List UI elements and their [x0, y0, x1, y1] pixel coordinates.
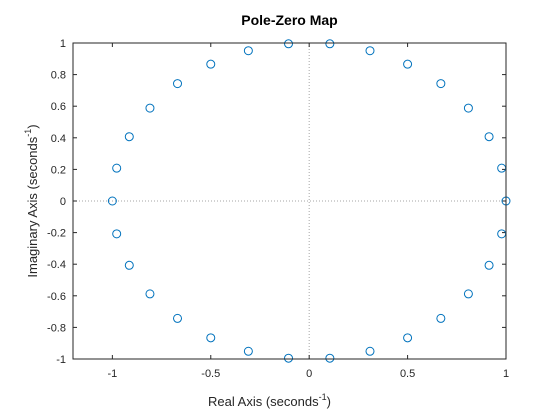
y-tick-label: 0.6: [51, 101, 66, 113]
y-axis-label-suffix: ): [25, 124, 40, 128]
x-tick-label: -0.5: [201, 368, 220, 380]
x-axis-label-superscript: -1: [319, 392, 327, 402]
x-tick-label: -1: [107, 368, 117, 380]
zero-marker: [325, 353, 335, 363]
y-tick-label: -1: [56, 354, 66, 366]
x-axis-label-suffix: ): [327, 394, 331, 409]
zero-marker: [403, 59, 413, 69]
y-tick-label: 1: [60, 38, 66, 50]
zero-marker: [107, 196, 117, 206]
zero-marker: [284, 39, 294, 49]
zero-lines: [73, 43, 506, 359]
y-tick-label: -0.2: [47, 228, 66, 240]
y-tick-label: -0.6: [47, 291, 66, 303]
zero-marker: [173, 313, 183, 323]
zero-marker: [124, 260, 134, 270]
y-tick-label: -0.8: [47, 322, 66, 334]
plot-box: [72, 42, 507, 360]
x-tick-label: 1: [503, 368, 509, 380]
y-tick-label: 0.4: [51, 133, 66, 145]
tick-labels: -1 -0.5 0 0.5 1 -1 -0.8 -0.6 -0.4 -0.2 0 0.2 0.4 0.6 0…: [47, 38, 509, 380]
zero-marker: [145, 289, 155, 299]
y-axis-label-superscript: -1: [23, 129, 33, 137]
y-tick-label: 0.8: [51, 70, 66, 82]
x-axis-label: Real Axis (seconds-1): [208, 392, 331, 409]
plot-border: [72, 42, 507, 360]
zero-marker: [484, 132, 494, 142]
y-tick-label: 0.2: [51, 164, 66, 176]
zero-marker: [206, 59, 216, 69]
zero-marker: [284, 353, 294, 363]
y-tick-label: -0.4: [47, 259, 66, 271]
y-tick-label: 0: [60, 196, 66, 208]
y-axis-label: Imaginary Axis (seconds-1): [23, 124, 40, 277]
zero-marker: [124, 132, 134, 142]
x-tick-label: 0.5: [400, 368, 415, 380]
zero-marker: [436, 313, 446, 323]
chart-title: Pole-Zero Map: [241, 12, 337, 28]
zero-marker: [463, 289, 473, 299]
zero-marker: [112, 229, 122, 239]
x-tick-label: 0: [306, 368, 312, 380]
zero-marker: [403, 333, 413, 343]
zero-marker: [243, 346, 253, 356]
zero-marker: [325, 39, 335, 49]
zero-marker: [173, 79, 183, 89]
x-axis-label-text: Real Axis (seconds: [208, 394, 319, 409]
zero-marker: [436, 79, 446, 89]
zero-marker: [365, 346, 375, 356]
zero-marker: [145, 103, 155, 113]
zero-marker: [206, 333, 216, 343]
y-axis-label-text: Imaginary Axis (seconds: [25, 136, 40, 277]
zero-marker: [112, 163, 122, 173]
zero-marker: [243, 46, 253, 56]
zero-marker: [463, 103, 473, 113]
zero-marker: [484, 260, 494, 270]
zero-marker: [365, 46, 375, 56]
